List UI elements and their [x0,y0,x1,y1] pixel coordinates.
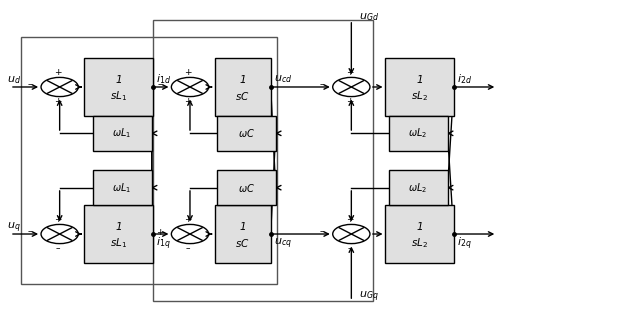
Text: –: – [55,244,60,253]
Bar [21,38,277,283]
Text: $\omega L_1$: $\omega L_1$ [113,181,132,195]
Text: +: + [54,215,62,224]
Bar [216,170,276,205]
Bar [215,58,271,116]
Text: $\omega L_1$: $\omega L_1$ [113,126,132,140]
Text: $i_{2d}$: $i_{2d}$ [457,72,473,86]
Text: $u_{Gd}$: $u_{Gd}$ [359,11,379,22]
Text: +: + [346,97,353,106]
Text: 1: 1 [239,222,246,232]
Bar [85,58,153,116]
Bar [386,205,453,263]
Text: $u_{Gq}$: $u_{Gq}$ [359,290,379,304]
Text: 1: 1 [115,75,122,85]
Text: –: – [319,228,324,237]
Bar [215,205,271,263]
Bar [389,170,448,205]
Text: $u_q$: $u_q$ [7,221,21,235]
Text: 1: 1 [239,75,246,85]
Text: $sL_1$: $sL_1$ [110,236,127,249]
Text: $\omega C$: $\omega C$ [238,182,254,194]
Text: –: – [27,228,32,237]
Bar [93,170,152,205]
Text: $i_{2q}$: $i_{2q}$ [457,235,472,252]
Text: 1: 1 [416,75,423,85]
Text: –: – [347,244,351,253]
Text: +: + [346,68,353,77]
Bar [153,20,373,301]
Text: 1: 1 [115,222,122,232]
Text: –: – [319,81,324,90]
Bar [85,205,153,263]
Bar [386,58,453,116]
Text: +: + [157,228,164,237]
Text: $sC$: $sC$ [236,90,250,102]
Bar [93,116,152,151]
Text: $i_{1q}$: $i_{1q}$ [157,235,171,252]
Text: –: – [186,244,190,253]
Text: $u_{cd}$: $u_{cd}$ [274,73,292,85]
Bar [216,116,276,151]
Text: –: – [158,81,162,90]
Text: $sL_2$: $sL_2$ [411,236,428,249]
Text: $\omega C$: $\omega C$ [238,127,254,139]
Text: $\omega L_2$: $\omega L_2$ [409,181,428,195]
Text: 1: 1 [416,222,423,232]
Text: +: + [54,97,62,106]
Bar [389,116,448,151]
Text: $u_{cq}$: $u_{cq}$ [274,236,292,251]
Text: +: + [346,215,353,224]
Text: +: + [184,97,192,106]
Text: +: + [184,68,192,77]
Text: $sL_1$: $sL_1$ [110,89,127,102]
Text: +: + [184,215,192,224]
Text: $sL_2$: $sL_2$ [411,89,428,102]
Text: $i_{1d}$: $i_{1d}$ [157,72,172,86]
Text: +: + [54,68,62,77]
Text: $\omega L_2$: $\omega L_2$ [409,126,428,140]
Text: $u_d$: $u_d$ [7,75,21,86]
Text: $sC$: $sC$ [236,237,250,249]
Text: –: – [27,81,32,90]
